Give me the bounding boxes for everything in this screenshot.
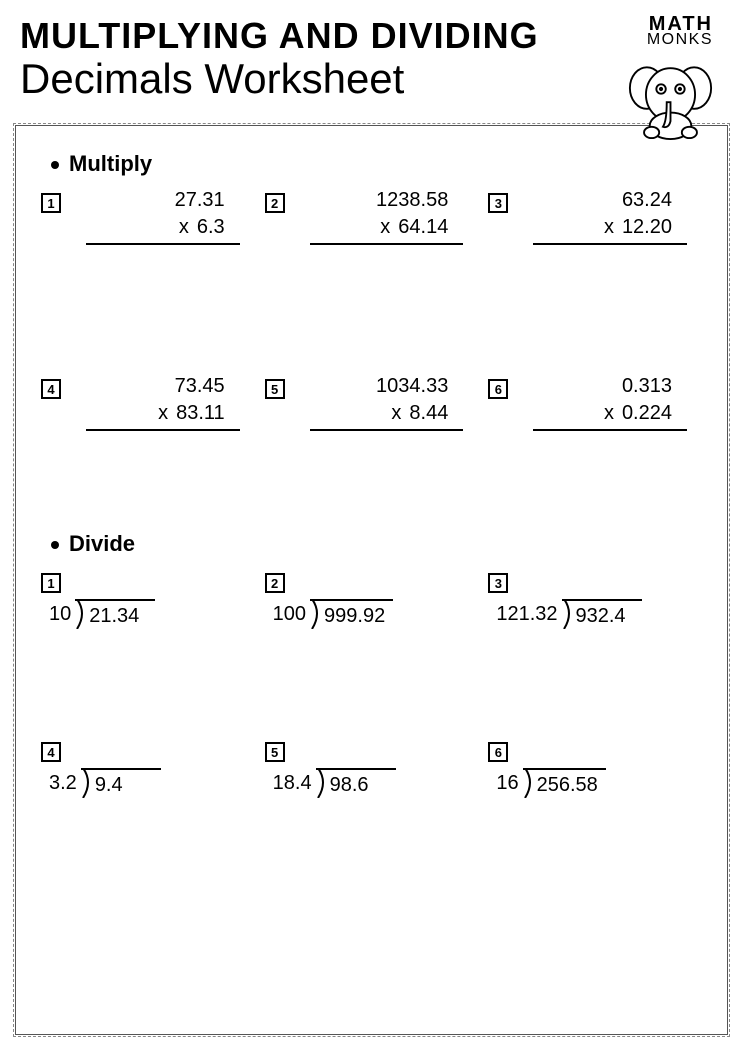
problem-number-box: 4	[41, 742, 61, 762]
multiplicand: 0.313	[523, 375, 702, 398]
divide-section-heading: Divide	[51, 531, 702, 557]
divisor: 16	[496, 768, 522, 795]
multiplicand: 63.24	[523, 189, 702, 212]
worksheet-header: MULTIPLYING AND DIVIDING Decimals Worksh…	[0, 0, 743, 108]
worksheet-frame: Multiply 127.31x6.321238.58x64.14363.24x…	[15, 125, 728, 1035]
multiply-problems-grid: 1 27.31 x 6.3 2 1238.58 x 64.14 3 63.24 x 12.20 4 73.…	[41, 189, 702, 431]
division-bracket: 21.34	[75, 599, 155, 628]
long-division: 1021.34	[41, 599, 255, 628]
result-rule	[86, 243, 240, 245]
times-symbol: x	[179, 216, 189, 239]
multiplier: 0.224	[622, 402, 672, 424]
multiplier-row: x 12.20	[523, 216, 702, 239]
division-curve-icon	[81, 768, 95, 798]
divisor: 18.4	[273, 768, 316, 795]
multiplier-row: x 6.3	[76, 216, 255, 239]
multiply-section-heading: Multiply	[51, 151, 702, 177]
problem-number-box: 5	[265, 742, 285, 762]
division-bracket: 98.6	[316, 768, 396, 797]
multiply-problem: 4 73.45 x 83.11	[41, 375, 255, 431]
divide-problem: 1 1021.34	[41, 569, 255, 628]
multiplicand: 1238.58	[300, 189, 479, 212]
divide-problem: 4 3.29.4	[41, 738, 255, 797]
bullet-icon	[51, 161, 59, 169]
multiplier: 6.3	[197, 216, 225, 238]
worksheet-content: Multiply 127.31x6.321238.58x64.14363.24x…	[16, 126, 727, 812]
multiplicand: 27.31	[76, 189, 255, 212]
times-symbol: x	[380, 216, 390, 239]
multiplier-row: x 0.224	[523, 402, 702, 425]
multiplier-row: x 64.14	[300, 216, 479, 239]
division-bracket: 9.4	[81, 768, 161, 797]
problem-number-box: 4	[41, 379, 61, 399]
division-bracket: 256.58	[523, 768, 606, 797]
problem-number-box: 2	[265, 193, 285, 213]
division-curve-icon	[562, 599, 576, 629]
result-rule	[310, 429, 464, 431]
title-line-1: MULTIPLYING AND DIVIDING	[20, 15, 723, 57]
elephant-icon	[623, 55, 718, 140]
divisor: 121.32	[496, 599, 561, 626]
multiplier: 8.44	[409, 402, 448, 424]
result-rule	[533, 429, 687, 431]
problem-number-box: 2	[265, 573, 285, 593]
multiply-label: Multiply	[69, 151, 152, 176]
division-curve-icon	[75, 599, 89, 629]
problem-number-box: 6	[488, 742, 508, 762]
multiplier: 12.20	[622, 216, 672, 238]
long-division: 3.29.4	[41, 768, 255, 797]
problem-number-box: 6	[488, 379, 508, 399]
divide-problem: 6 16256.58	[488, 738, 702, 797]
division-curve-icon	[310, 599, 324, 629]
problem-number-box: 1	[41, 573, 61, 593]
divisor: 100	[273, 599, 310, 626]
long-division: 121.32932.4	[488, 599, 702, 628]
multiply-problem: 2 1238.58 x 64.14	[265, 189, 479, 245]
multiply-problem: 1 27.31 x 6.3	[41, 189, 255, 245]
long-division: 16256.58	[488, 768, 702, 797]
problem-number-box: 5	[265, 379, 285, 399]
multiplier-row: x 8.44	[300, 402, 479, 425]
multiplicand: 1034.33	[300, 375, 479, 398]
division-curve-icon	[523, 768, 537, 798]
multiply-problem: 5 1034.33 x 8.44	[265, 375, 479, 431]
divide-problems-grid: 1 1021.34 2 100999.92 3 121.32932.4 4 3.29.4 5 18…	[41, 569, 702, 797]
result-rule	[86, 429, 240, 431]
problem-number-box: 3	[488, 573, 508, 593]
result-rule	[533, 243, 687, 245]
logo-text-bottom: MONKS	[647, 33, 713, 47]
divisor: 3.2	[49, 768, 81, 795]
divide-problem: 3 121.32932.4	[488, 569, 702, 628]
title-line-2: Decimals Worksheet	[20, 55, 723, 103]
long-division: 18.498.6	[265, 768, 479, 797]
divide-problem: 2 100999.92	[265, 569, 479, 628]
division-curve-icon	[316, 768, 330, 798]
division-bracket: 932.4	[562, 599, 642, 628]
multiplier: 64.14	[398, 216, 448, 238]
problem-number-box: 1	[41, 193, 61, 213]
division-bracket: 999.92	[310, 599, 393, 628]
divide-label: Divide	[69, 531, 135, 556]
multiplier-row: x 83.11	[76, 402, 255, 425]
problem-number-box: 3	[488, 193, 508, 213]
times-symbol: x	[604, 216, 614, 239]
bullet-icon	[51, 541, 59, 549]
times-symbol: x	[604, 402, 614, 425]
multiplicand: 73.45	[76, 375, 255, 398]
times-symbol: x	[158, 402, 168, 425]
multiply-problem: 3 63.24 x 12.20	[488, 189, 702, 245]
long-division: 100999.92	[265, 599, 479, 628]
multiplier: 83.11	[176, 402, 225, 424]
multiply-problem: 6 0.313 x 0.224	[488, 375, 702, 431]
times-symbol: x	[391, 402, 401, 425]
result-rule	[310, 243, 464, 245]
divide-problem: 5 18.498.6	[265, 738, 479, 797]
brand-logo: MATH MONKS	[647, 15, 713, 47]
divisor: 10	[49, 599, 75, 626]
